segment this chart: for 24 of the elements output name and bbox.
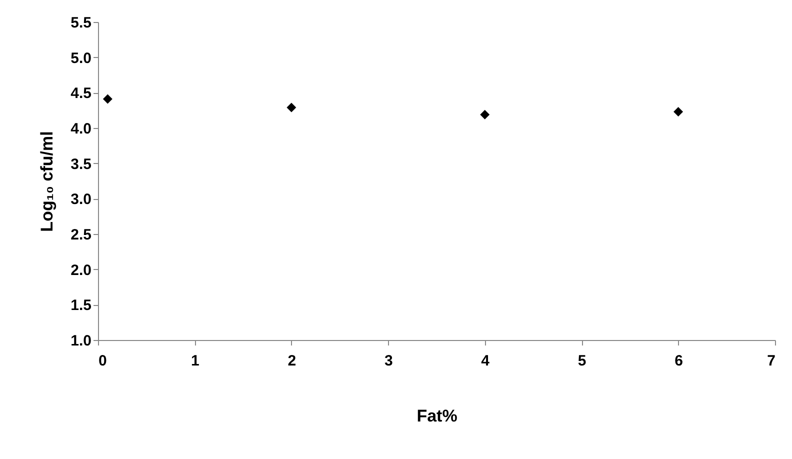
y-axis-title: Log₁₀ cfu/ml — [38, 131, 57, 232]
x-tick-label: 0 — [98, 352, 107, 370]
y-tick-label: 5.0 — [70, 50, 92, 67]
y-tick-label: 4.5 — [70, 85, 92, 102]
y-tick-label: 1.5 — [70, 297, 92, 314]
point — [480, 110, 490, 120]
x-tick-label: 2 — [288, 352, 296, 370]
x-tick-label: 6 — [674, 352, 683, 370]
y-tick-label: 1.0 — [70, 332, 92, 350]
x-tick-label: 7 — [767, 352, 776, 370]
y-tick-label: 3.0 — [70, 191, 92, 208]
y-tick-label: 4.0 — [70, 120, 92, 138]
point — [674, 107, 684, 116]
x-tick-label: 5 — [578, 352, 586, 370]
x-tick-label: 1 — [191, 352, 200, 370]
x-tick-label: 4 — [481, 352, 490, 370]
x-axis-title: Fat% — [416, 406, 458, 426]
x-tick-label: 3 — [384, 352, 393, 370]
y-tick-label: 5.5 — [70, 14, 92, 32]
y-tick-label: 2.5 — [70, 226, 92, 244]
y-tick-label: 3.5 — [70, 156, 92, 173]
point — [286, 102, 296, 112]
y-tick-label: 2.0 — [70, 262, 92, 279]
point — [102, 94, 112, 104]
